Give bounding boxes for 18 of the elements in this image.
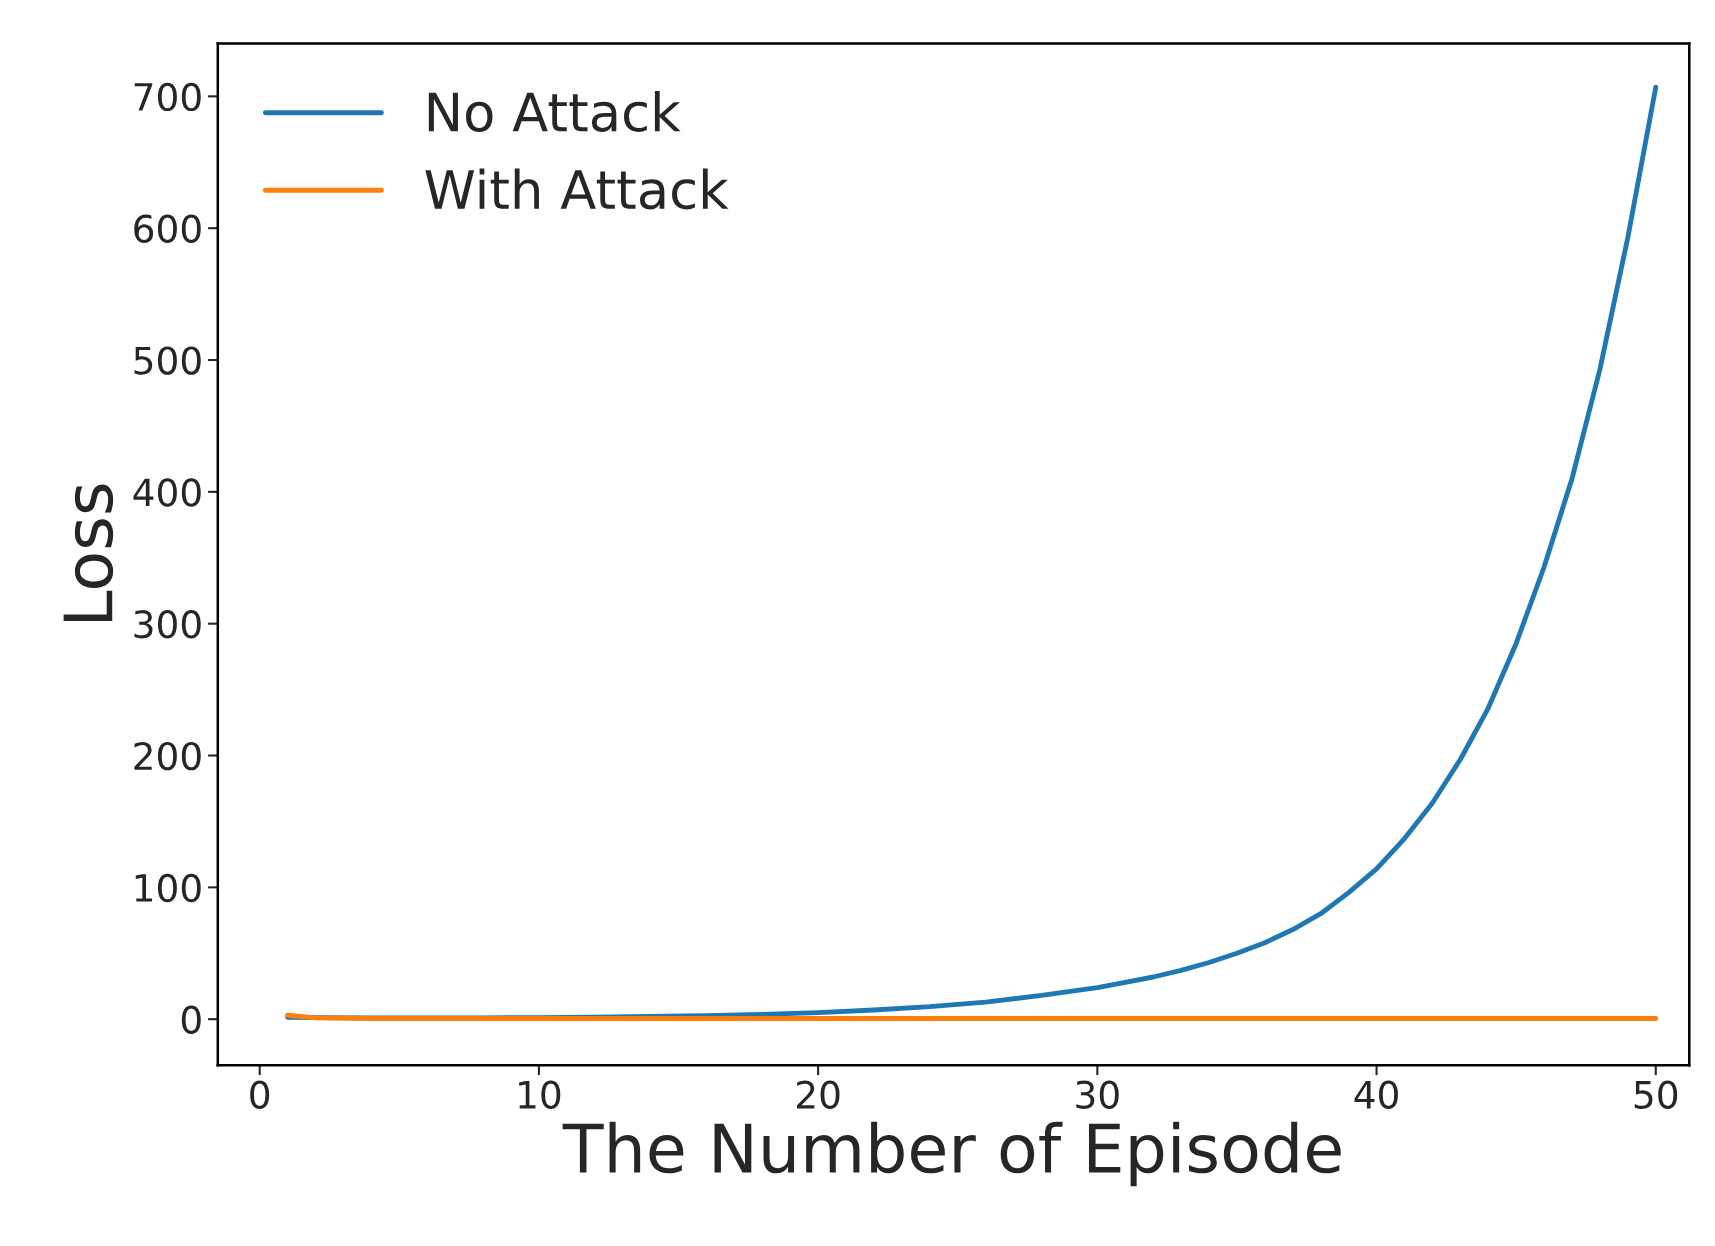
y-tick-label: 500 <box>134 346 201 375</box>
y-tick-label: 700 <box>134 82 201 112</box>
y-axis-title: Loss <box>63 484 114 622</box>
y-tick-label: 0 <box>181 1005 201 1034</box>
x-tick-label: 10 <box>519 1080 561 1109</box>
legend-label: No Attack <box>428 91 681 132</box>
x-tick-label: 0 <box>250 1080 270 1109</box>
legend-label: With Attack <box>425 168 729 210</box>
x-tick-label: 30 <box>1076 1080 1119 1109</box>
y-tick-label: 100 <box>135 873 201 903</box>
y-tick-label: 200 <box>134 741 201 771</box>
x-tick-label: 40 <box>1354 1080 1398 1109</box>
y-tick-label: 600 <box>134 214 201 243</box>
x-axis-title: The Number of Episode <box>562 1121 1341 1187</box>
y-tick-label: 400 <box>133 478 201 507</box>
x-tick-label: 20 <box>797 1080 840 1109</box>
x-tick-label: 50 <box>1634 1080 1678 1109</box>
y-tick-label: 300 <box>134 610 201 639</box>
